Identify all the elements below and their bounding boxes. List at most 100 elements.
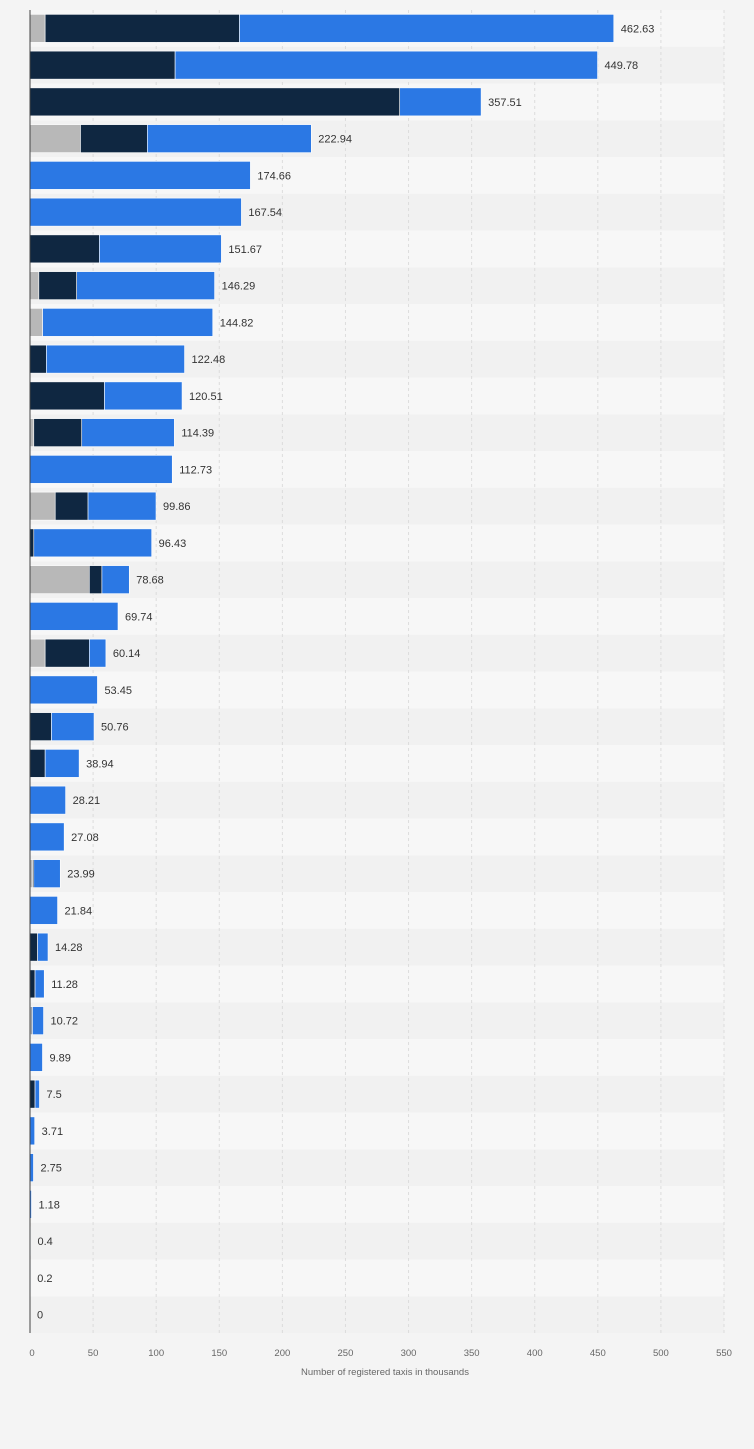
row-band bbox=[30, 745, 724, 782]
data-label: 53.45 bbox=[104, 685, 132, 697]
data-label: 114.39 bbox=[181, 428, 214, 440]
data-label: 0.2 bbox=[37, 1273, 52, 1285]
bar-segment-blue[interactable] bbox=[239, 14, 615, 43]
bar-segment-blue[interactable] bbox=[29, 1043, 43, 1072]
bar-segment-gray[interactable] bbox=[29, 418, 35, 447]
bar-segment-navy[interactable] bbox=[89, 565, 103, 594]
data-label: 144.82 bbox=[220, 317, 254, 329]
data-label: 10.72 bbox=[51, 1016, 79, 1028]
bar-segment-gray[interactable] bbox=[29, 14, 46, 43]
data-label: 60.14 bbox=[113, 648, 141, 660]
bar-segment-gray[interactable] bbox=[29, 124, 81, 153]
bar-segment-blue[interactable] bbox=[399, 87, 482, 117]
data-label: 7.5 bbox=[46, 1089, 61, 1101]
bar-segment-blue[interactable] bbox=[33, 859, 61, 888]
bar-segment-blue[interactable] bbox=[29, 197, 242, 227]
row-band bbox=[30, 1222, 724, 1260]
bar-segment-gray[interactable] bbox=[29, 308, 43, 337]
row-band bbox=[30, 1039, 724, 1076]
bar-segment-blue[interactable] bbox=[29, 896, 58, 925]
bar-segment-navy[interactable] bbox=[29, 969, 36, 999]
row-band bbox=[30, 781, 724, 819]
bar-segment-blue[interactable] bbox=[29, 675, 98, 705]
data-label: 462.63 bbox=[621, 23, 655, 35]
x-tick-label: 100 bbox=[148, 1348, 164, 1359]
bar-segment-blue[interactable] bbox=[76, 271, 215, 300]
bar-segment-navy[interactable] bbox=[29, 50, 176, 80]
data-label: 99.86 bbox=[163, 501, 191, 513]
bar-segment-blue[interactable] bbox=[32, 1006, 44, 1035]
data-label: 28.21 bbox=[73, 795, 101, 807]
bar-segment-blue[interactable] bbox=[46, 344, 185, 374]
bar-segment-navy[interactable] bbox=[29, 344, 47, 374]
bar-segment-blue[interactable] bbox=[147, 124, 312, 153]
row-band bbox=[30, 892, 724, 929]
data-label: 167.54 bbox=[248, 207, 282, 219]
x-tick-label: 550 bbox=[716, 1348, 732, 1359]
bar-segment-navy[interactable] bbox=[29, 712, 52, 741]
bar-segment-blue[interactable] bbox=[89, 638, 107, 668]
data-label: 357.51 bbox=[488, 97, 522, 109]
data-label: 0.4 bbox=[38, 1236, 53, 1248]
bar-segment-navy[interactable] bbox=[33, 418, 83, 447]
bar-segment-navy[interactable] bbox=[80, 124, 148, 153]
bar-segment-blue[interactable] bbox=[29, 785, 66, 815]
bar-segment-blue[interactable] bbox=[29, 1153, 34, 1182]
bar-segment-blue[interactable] bbox=[81, 418, 175, 447]
bar-segment-gray[interactable] bbox=[29, 638, 46, 668]
data-label: 3.71 bbox=[42, 1126, 63, 1138]
x-tick-label: 400 bbox=[527, 1348, 543, 1359]
data-label: 9.89 bbox=[49, 1052, 70, 1064]
bar-segment-navy[interactable] bbox=[38, 271, 77, 300]
bar-segment-blue[interactable] bbox=[174, 50, 598, 80]
bar-segment-navy[interactable] bbox=[29, 234, 100, 264]
bar-segment-gray[interactable] bbox=[29, 565, 90, 594]
data-label: 23.99 bbox=[67, 869, 95, 881]
row-band bbox=[30, 671, 724, 709]
bar-segment-navy[interactable] bbox=[29, 749, 46, 778]
data-label: 50.76 bbox=[101, 722, 129, 734]
row-band bbox=[30, 561, 724, 598]
bar-segment-gray[interactable] bbox=[29, 491, 56, 521]
bar-segment-blue[interactable] bbox=[51, 712, 95, 741]
bar-segment-navy[interactable] bbox=[29, 381, 105, 411]
bar-segment-blue[interactable] bbox=[29, 161, 251, 190]
bar-segment-blue[interactable] bbox=[104, 381, 183, 411]
bar-segment-blue[interactable] bbox=[101, 565, 130, 594]
row-band bbox=[30, 1112, 724, 1150]
data-label: 78.68 bbox=[136, 575, 164, 587]
bar-segment-blue[interactable] bbox=[29, 602, 119, 631]
row-band bbox=[30, 1002, 724, 1039]
data-label: 174.66 bbox=[257, 170, 291, 182]
bar-segment-blue[interactable] bbox=[42, 308, 214, 337]
x-tick-label: 150 bbox=[211, 1348, 227, 1359]
row-band bbox=[30, 1296, 724, 1333]
bar-segment-blue[interactable] bbox=[99, 234, 222, 264]
bar-segment-blue[interactable] bbox=[34, 1079, 40, 1109]
bar-segment-blue[interactable] bbox=[33, 528, 152, 558]
x-tick-label: 350 bbox=[464, 1348, 480, 1359]
bar-segment-navy[interactable] bbox=[44, 14, 240, 43]
bar-segment-blue[interactable] bbox=[34, 969, 45, 999]
bar-segment-blue[interactable] bbox=[29, 455, 173, 484]
bar-segment-blue[interactable] bbox=[87, 491, 157, 521]
bar-segment-navy[interactable] bbox=[29, 1079, 36, 1109]
bar-segment-navy[interactable] bbox=[54, 491, 89, 521]
bar-segment-navy[interactable] bbox=[29, 87, 401, 117]
data-label: 0 bbox=[37, 1310, 43, 1322]
row-band bbox=[30, 1186, 724, 1223]
x-tick-label: 250 bbox=[338, 1348, 354, 1359]
bar-segment-blue[interactable] bbox=[44, 749, 80, 778]
bar-segment-gray[interactable] bbox=[29, 271, 40, 300]
bar-segment-blue[interactable] bbox=[29, 822, 65, 852]
bar-segment-navy[interactable] bbox=[29, 932, 38, 962]
bar-segment-navy[interactable] bbox=[44, 638, 90, 668]
bar-segment-blue[interactable] bbox=[37, 932, 49, 962]
data-label: 122.48 bbox=[192, 354, 226, 366]
bar-segment-blue[interactable] bbox=[29, 1116, 35, 1146]
bar-segment-navy[interactable] bbox=[29, 528, 35, 558]
data-label: 222.94 bbox=[318, 134, 352, 146]
row-band bbox=[30, 855, 724, 892]
